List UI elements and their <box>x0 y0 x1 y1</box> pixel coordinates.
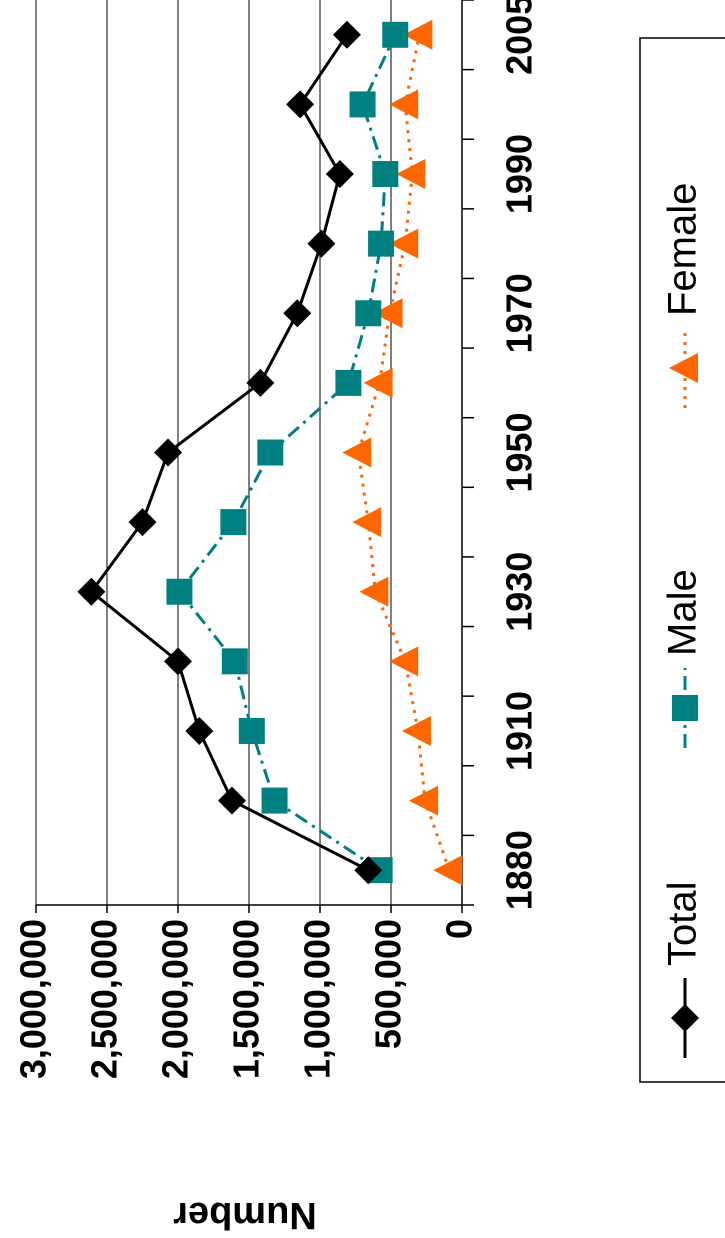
marker <box>261 787 288 814</box>
rotated-chart: Number 0 500,000 1,000,000 1,500,000 2,000,0… <box>13 0 725 1236</box>
marker <box>221 648 248 675</box>
marker <box>373 298 403 329</box>
marker <box>359 576 389 607</box>
x-tick-label: 1930 <box>499 552 540 632</box>
marker <box>382 21 409 48</box>
marker <box>257 439 284 466</box>
marker <box>335 369 362 396</box>
marker <box>401 715 431 746</box>
x-tick-label: 1910 <box>499 691 540 771</box>
marker <box>355 300 382 327</box>
marker <box>246 368 275 397</box>
marker <box>349 91 376 118</box>
series-line <box>89 33 369 872</box>
marker <box>332 20 361 49</box>
legend: Total Male Female <box>639 37 725 1083</box>
x-tick-label: 1970 <box>499 273 540 353</box>
legend-label: Female <box>661 183 705 316</box>
marker <box>352 507 382 538</box>
marker <box>372 161 399 188</box>
x-tick-label: 2005 <box>499 0 540 75</box>
marker <box>354 856 383 885</box>
marker <box>433 855 463 886</box>
marker <box>128 508 157 537</box>
marker <box>671 1004 699 1032</box>
marker <box>669 353 698 383</box>
y-axis-title: Number <box>173 1194 317 1236</box>
marker <box>403 19 433 50</box>
marker <box>342 437 372 468</box>
x-tick-label: 1950 <box>499 412 540 492</box>
legend-label: Male <box>661 569 705 656</box>
marker <box>389 228 419 259</box>
marker <box>220 509 247 536</box>
marker <box>185 716 214 745</box>
marker <box>77 577 106 606</box>
marker <box>368 230 395 257</box>
marker <box>217 786 246 815</box>
y-tick-label: 500,000 <box>368 919 409 1049</box>
y-tick-label: 1,000,000 <box>297 919 338 1079</box>
y-tick-label: 2,000,000 <box>155 919 196 1079</box>
marker <box>396 159 426 190</box>
marker <box>389 89 419 120</box>
marker <box>672 695 698 721</box>
marker <box>166 578 193 605</box>
legend-label: Total <box>661 882 705 967</box>
marker <box>238 717 265 744</box>
marker <box>286 90 315 119</box>
x-tick-label: 1880 <box>499 830 540 910</box>
legend-box <box>639 37 725 1083</box>
marker <box>154 438 183 467</box>
marker <box>325 160 354 189</box>
y-tick-label: 3,000,000 <box>13 919 54 1079</box>
marker <box>409 785 439 816</box>
y-tick-label: 1,500,000 <box>226 919 267 1079</box>
marker <box>164 647 192 676</box>
y-tick-label: 2,500,000 <box>84 919 125 1079</box>
marker <box>283 299 312 328</box>
marker <box>307 229 336 258</box>
y-tick-label: 0 <box>439 919 480 939</box>
marker <box>363 367 393 398</box>
series-line <box>356 34 451 871</box>
x-tick-label: 1990 <box>499 134 540 214</box>
marker <box>389 646 419 677</box>
